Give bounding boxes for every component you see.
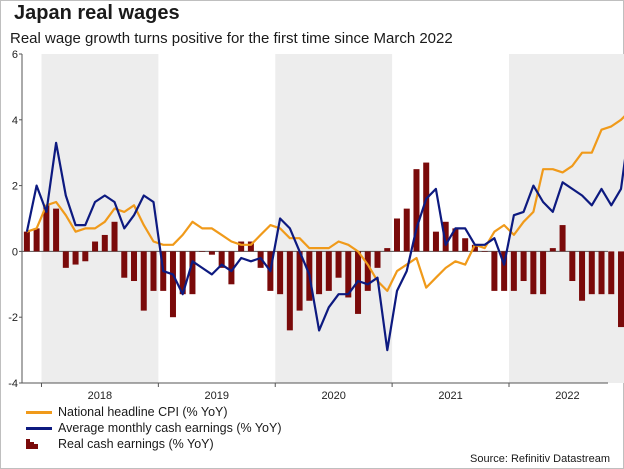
bar-real-earnings bbox=[218, 251, 225, 268]
bar-real-earnings bbox=[199, 251, 206, 252]
bar-real-earnings bbox=[62, 251, 69, 268]
bar-real-earnings bbox=[549, 248, 556, 252]
bar-real-earnings bbox=[462, 238, 469, 252]
bar-real-earnings bbox=[481, 251, 488, 252]
bar-real-earnings bbox=[374, 251, 381, 268]
bar-real-earnings bbox=[296, 251, 303, 311]
y-tick-label: -2 bbox=[8, 312, 18, 324]
bar-real-earnings bbox=[559, 225, 566, 252]
bar-real-earnings bbox=[53, 208, 60, 252]
bar-real-earnings bbox=[540, 251, 547, 295]
bar-real-earnings bbox=[33, 228, 40, 252]
bar-real-earnings bbox=[111, 221, 118, 252]
chart-title: Japan real wages bbox=[14, 2, 180, 24]
bar-real-earnings bbox=[238, 241, 245, 252]
bar-real-earnings bbox=[530, 251, 537, 295]
bar-real-earnings bbox=[335, 251, 342, 278]
bar-real-earnings bbox=[150, 251, 157, 291]
bar-real-earnings bbox=[501, 251, 508, 291]
bar-real-earnings bbox=[618, 251, 624, 328]
bar-real-earnings bbox=[208, 251, 215, 255]
bar-real-earnings bbox=[286, 251, 293, 331]
bar-real-earnings bbox=[121, 251, 128, 278]
line-cpi bbox=[26, 115, 624, 292]
bar-real-earnings bbox=[277, 251, 284, 295]
bar-real-earnings bbox=[423, 162, 430, 252]
bar-real-earnings bbox=[569, 251, 576, 282]
y-tick-label: 4 bbox=[12, 115, 18, 127]
legend-item-cpi: National headline CPI (% YoY) bbox=[26, 404, 228, 420]
source-note: Source: Refinitiv Datastream bbox=[470, 453, 610, 465]
bar-real-earnings bbox=[384, 248, 391, 252]
y-tick-label: -4 bbox=[8, 378, 18, 390]
bar-real-earnings bbox=[471, 244, 478, 252]
year-band-2018 bbox=[41, 54, 159, 383]
x-tick-label-2022: 2022 bbox=[555, 390, 579, 402]
bar-real-earnings bbox=[588, 251, 595, 295]
bar-real-earnings bbox=[140, 251, 147, 311]
y-tick-label: 6 bbox=[12, 49, 18, 61]
legend-label-real: Real cash earnings (% YoY) bbox=[58, 437, 214, 451]
bar-real-earnings bbox=[520, 251, 527, 282]
bar-real-earnings bbox=[452, 228, 459, 252]
bar-real-earnings bbox=[101, 234, 108, 252]
bar-real-earnings bbox=[579, 251, 586, 301]
chart-subtitle: Real wage growth turns positive for the … bbox=[10, 30, 453, 47]
bar-real-earnings bbox=[131, 251, 138, 282]
bar-real-earnings bbox=[23, 231, 30, 252]
bar-real-earnings bbox=[510, 251, 517, 291]
bar-real-earnings bbox=[228, 251, 235, 285]
x-tick-label-2020: 2020 bbox=[321, 390, 345, 402]
y-tick-label: 0 bbox=[12, 246, 18, 258]
bar-real-earnings bbox=[92, 241, 99, 252]
bar-real-earnings bbox=[608, 251, 615, 295]
bar-real-earnings bbox=[491, 251, 498, 291]
bar-real-earnings bbox=[393, 218, 400, 252]
legend-item-earnings: Average monthly cash earnings (% YoY) bbox=[26, 420, 282, 436]
bar-real-earnings bbox=[325, 251, 332, 291]
legend-swatch-cpi bbox=[26, 410, 52, 414]
legend-swatch-earnings bbox=[26, 426, 52, 430]
bar-real-earnings bbox=[432, 231, 439, 252]
bar-real-earnings bbox=[179, 251, 186, 295]
line-earnings bbox=[25, 141, 624, 352]
bar-real-earnings bbox=[189, 251, 196, 295]
bar-real-earnings bbox=[413, 169, 420, 252]
bar-real-earnings bbox=[403, 208, 410, 252]
legend-item-real: Real cash earnings (% YoY) bbox=[26, 436, 214, 452]
legend-label-cpi: National headline CPI (% YoY) bbox=[58, 405, 228, 419]
y-tick-label: 2 bbox=[12, 181, 18, 193]
bar-real-earnings bbox=[72, 251, 79, 265]
bar-real-earnings bbox=[82, 251, 89, 262]
bar-real-earnings bbox=[442, 221, 449, 252]
legend-swatch-real bbox=[26, 438, 52, 450]
x-tick-label-2018: 2018 bbox=[88, 390, 112, 402]
bar-real-earnings bbox=[169, 251, 176, 318]
bar-real-earnings bbox=[247, 241, 254, 252]
bar-real-earnings bbox=[364, 251, 371, 291]
bar-real-earnings bbox=[598, 251, 605, 295]
bar-real-earnings bbox=[316, 251, 323, 295]
year-band-2020 bbox=[275, 54, 393, 383]
legend-label-earnings: Average monthly cash earnings (% YoY) bbox=[58, 421, 282, 435]
bar-real-earnings bbox=[345, 251, 352, 298]
bar-real-earnings bbox=[43, 205, 50, 252]
x-tick-label-2019: 2019 bbox=[205, 390, 229, 402]
x-tick-label-2021: 2021 bbox=[438, 390, 462, 402]
